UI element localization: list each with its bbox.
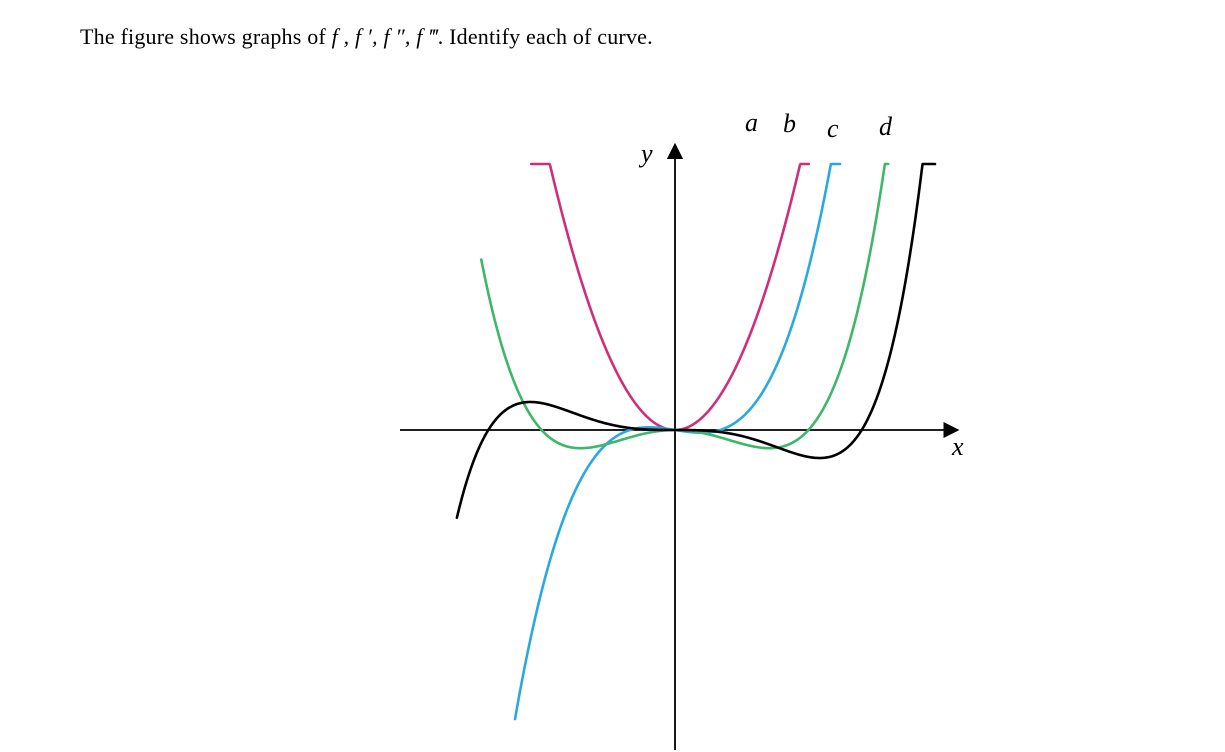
derivative-curves-chart: x y ab c d (385, 110, 965, 750)
curve-label-b: b (783, 110, 796, 138)
curve-label-d: d (879, 112, 893, 141)
curve-label-c: c (827, 114, 839, 143)
curve-label-a: a (745, 110, 758, 137)
curve-d (457, 164, 935, 518)
chart-svg: x y ab c d (385, 110, 965, 750)
prompt-pre: The figure shows graphs of (80, 24, 332, 49)
y-axis-label: y (638, 139, 653, 168)
question-prompt: The figure shows graphs of f , f ′, f ″,… (80, 24, 1225, 50)
prompt-symbols: f , f ′, f ″, f ‴ (332, 24, 438, 49)
prompt-post: . Identify each of curve. (438, 24, 653, 49)
x-axis-label: x (951, 432, 964, 461)
curve-b (515, 164, 840, 719)
curve-c (481, 164, 888, 448)
curve-a (531, 164, 809, 430)
